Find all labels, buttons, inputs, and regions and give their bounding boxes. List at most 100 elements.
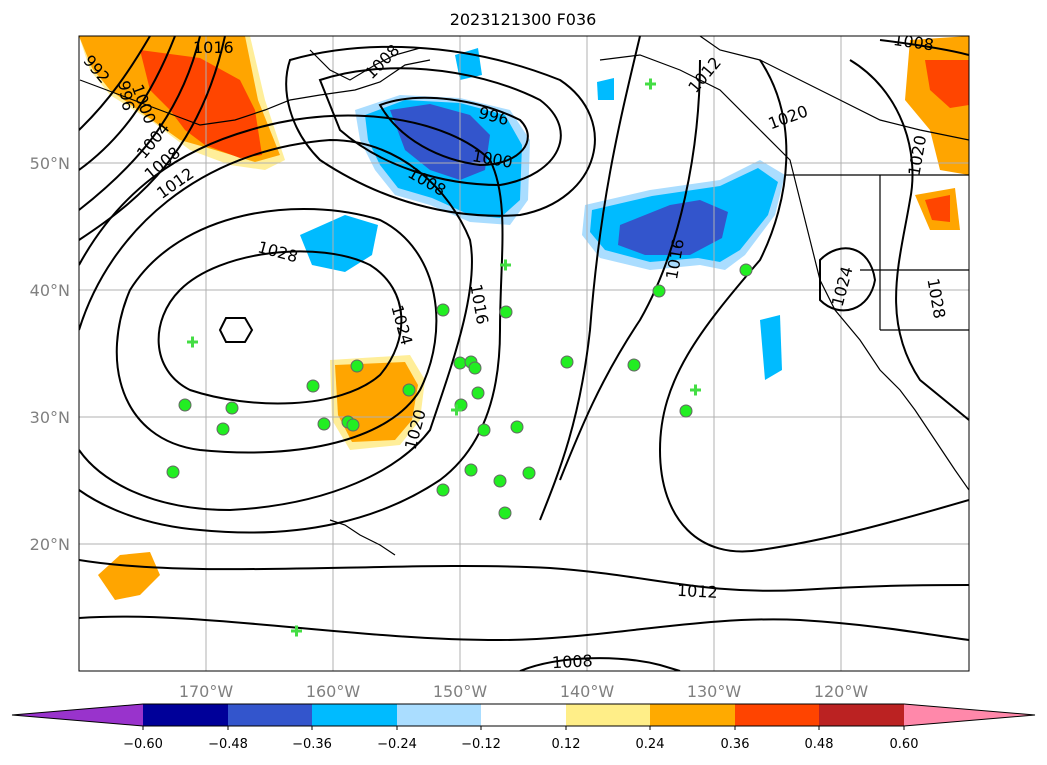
station-marker xyxy=(477,423,491,437)
station-marker xyxy=(436,303,450,317)
station-marker xyxy=(468,361,482,375)
map-frame xyxy=(78,35,970,672)
station-marker xyxy=(560,355,574,369)
colorbar-tick-label: 0.12 xyxy=(552,737,581,752)
small-anomaly-blue-3 xyxy=(597,78,614,100)
contour-label: 1016 xyxy=(193,38,234,57)
colorbar-bin xyxy=(312,704,397,726)
isobar-1024 xyxy=(115,207,438,454)
small-anomaly-blue-4 xyxy=(760,315,782,380)
colorbar-tick-label: −0.12 xyxy=(461,737,501,752)
station-marker xyxy=(498,506,512,520)
lon-label: 150°W xyxy=(433,682,488,701)
station-marker xyxy=(627,358,641,372)
lat-label: 40°N xyxy=(30,281,70,300)
isobar-nw1 xyxy=(79,36,151,131)
station-marker xyxy=(317,417,331,431)
isobar-1012b xyxy=(79,615,969,642)
lon-label: 120°W xyxy=(814,682,869,701)
station-marker xyxy=(739,263,753,277)
plus-marker xyxy=(291,625,302,637)
station-marker xyxy=(216,422,230,436)
isobar-996 xyxy=(378,96,529,167)
lon-label: 160°W xyxy=(306,682,361,701)
isobar-nw3 xyxy=(79,36,201,211)
colorbar-bin xyxy=(650,704,735,726)
station-marker xyxy=(178,398,192,412)
station-marker xyxy=(306,379,320,393)
station-markers xyxy=(166,78,753,637)
contour-label: 1008 xyxy=(892,30,935,54)
coast-anomaly-red xyxy=(925,195,950,222)
lat-axis-labels: 50°N 40°N 30°N 20°N xyxy=(30,154,70,554)
colorbar-tick-label: −0.60 xyxy=(123,737,163,752)
colorbar-tick-label: 0.24 xyxy=(636,737,665,752)
isobar-1012-south xyxy=(79,559,969,592)
isobar-east3 xyxy=(658,59,969,553)
isobar-1032 xyxy=(218,317,254,343)
colorbar-bin xyxy=(228,704,312,726)
station-marker xyxy=(652,284,666,298)
colorbar-tick-label: 0.48 xyxy=(805,737,834,752)
station-marker xyxy=(464,463,478,477)
colorbar-bin xyxy=(481,704,566,726)
isobar-1000 xyxy=(318,67,562,187)
isobar-east2 xyxy=(559,59,701,481)
station-marker xyxy=(436,483,450,497)
lat-label: 30°N xyxy=(30,408,70,427)
contour-label: 1008 xyxy=(552,651,594,672)
plus-marker xyxy=(187,336,198,348)
station-marker xyxy=(522,466,536,480)
isobar-1008 xyxy=(285,45,596,217)
isobar-east4 xyxy=(849,59,969,421)
lon-label: 140°W xyxy=(560,682,615,701)
isobars xyxy=(79,36,969,671)
isobar-1020 xyxy=(79,138,473,512)
shading-layer xyxy=(79,36,969,600)
small-anomaly-blue xyxy=(300,215,378,272)
colorbar-bin xyxy=(819,704,904,726)
station-marker xyxy=(402,383,416,397)
positive-anomaly-red xyxy=(140,50,262,158)
station-marker xyxy=(493,474,507,488)
station-marker xyxy=(499,305,513,319)
station-marker xyxy=(225,401,239,415)
isobar-nw4 xyxy=(79,36,226,241)
colorbar-extend-high xyxy=(904,704,1035,726)
colorbar-bin xyxy=(735,704,819,726)
colorbar-bin xyxy=(143,704,228,726)
isobar-1028 xyxy=(157,250,403,405)
colorbar-bin xyxy=(566,704,650,726)
station-marker xyxy=(350,359,364,373)
colorbar-tick-label: −0.48 xyxy=(208,737,248,752)
isobar-1016 xyxy=(79,114,504,534)
plus-marker xyxy=(690,384,701,396)
isobar-nw2 xyxy=(79,36,176,171)
colorbar: −0.60 −0.48 −0.36 −0.24 −0.12 0.12 0.24 … xyxy=(11,703,1036,752)
isobar-1008-ne xyxy=(879,39,969,56)
station-marker xyxy=(471,386,485,400)
colorbar-tick-label: 0.36 xyxy=(721,737,750,752)
colorbar-tick-label: 0.60 xyxy=(890,737,919,752)
lon-label: 170°W xyxy=(179,682,234,701)
figure-title: 2023121300 F036 xyxy=(450,10,597,29)
map-area: 1016 992 996 1000 1004 1008 1012 1028 99… xyxy=(79,30,969,672)
station-marker xyxy=(679,404,693,418)
contour-label: 1012 xyxy=(677,581,719,602)
station-marker xyxy=(510,420,524,434)
colorbar-bin xyxy=(397,704,481,726)
lat-label: 20°N xyxy=(30,535,70,554)
lat-label: 50°N xyxy=(30,154,70,173)
east-anomaly-darkblue xyxy=(618,200,728,255)
plus-marker xyxy=(645,78,656,90)
plus-marker xyxy=(451,404,462,416)
lon-label: 130°W xyxy=(687,682,742,701)
isobar-1024-us xyxy=(819,247,877,312)
colorbar-tick-label: −0.24 xyxy=(377,737,417,752)
isobar-1008-south xyxy=(519,657,681,671)
colorbar-tick-label: −0.36 xyxy=(292,737,332,752)
plus-marker xyxy=(500,259,511,271)
station-marker xyxy=(166,465,180,479)
colorbar-extend-low xyxy=(12,704,143,726)
station-marker xyxy=(453,356,467,370)
